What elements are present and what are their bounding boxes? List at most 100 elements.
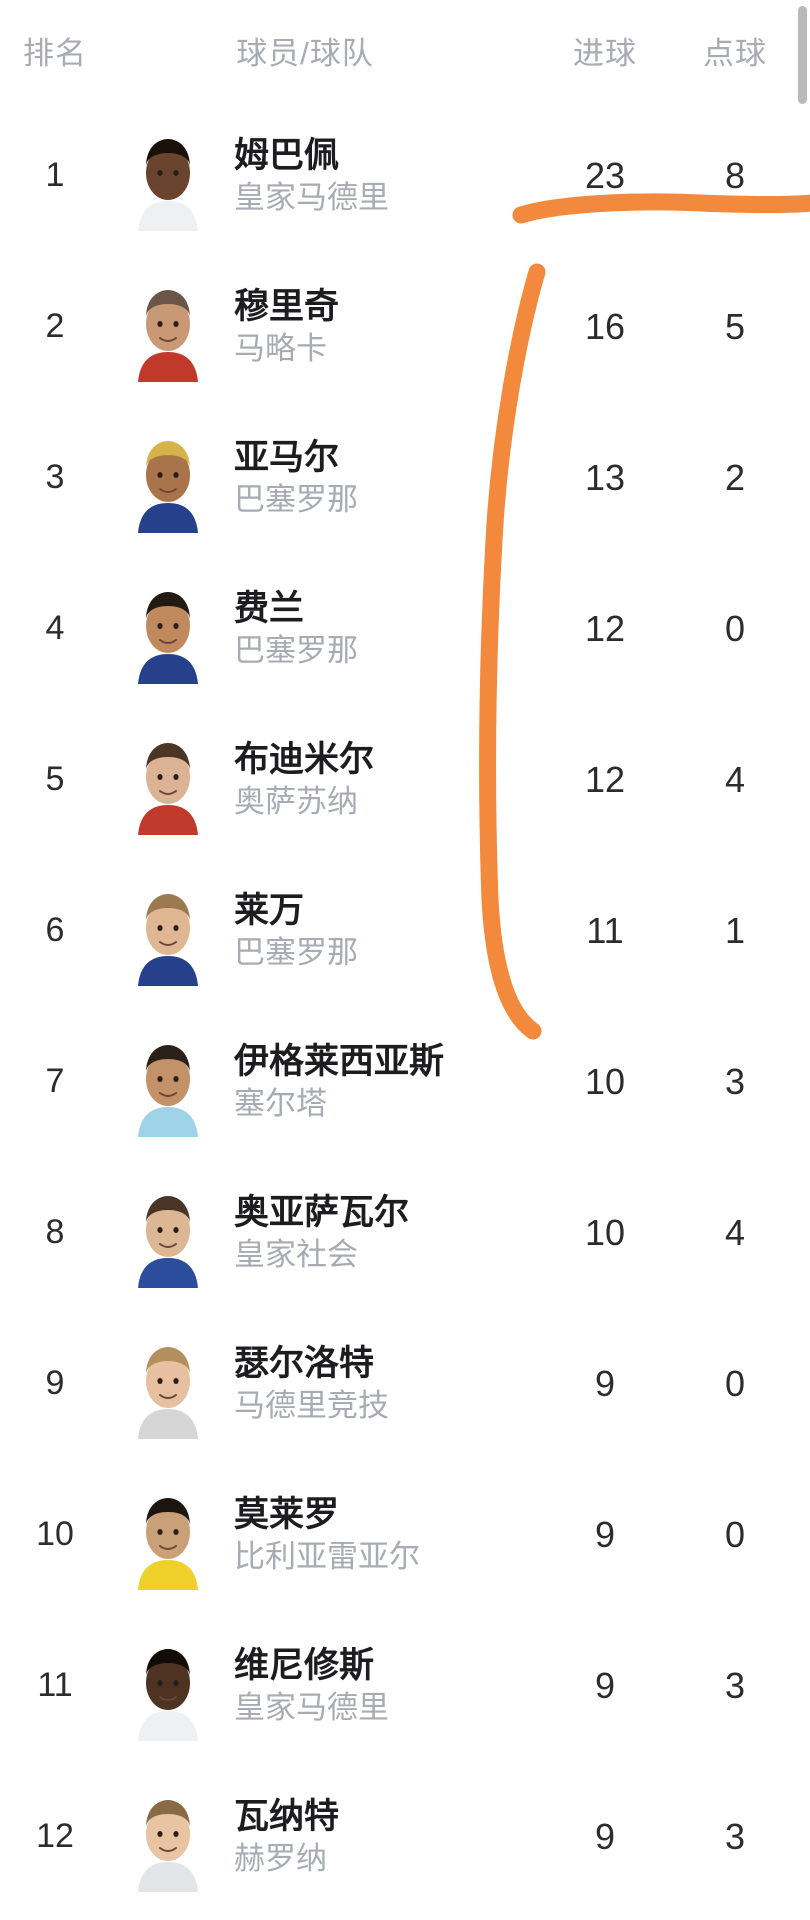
- cell-player[interactable]: 莫莱罗 比利亚雷亚尔: [110, 1479, 540, 1590]
- player-names: 莫莱罗 比利亚雷亚尔: [234, 1495, 420, 1575]
- cell-penalties: 0: [724, 607, 746, 649]
- player-name: 姆巴佩: [234, 135, 340, 175]
- table-row[interactable]: 10 莫莱罗 比利亚雷亚尔 9 0: [0, 1459, 810, 1610]
- cell-player[interactable]: 姆巴佩 皇家马德里: [110, 120, 540, 231]
- cell-goals: 9: [594, 1513, 616, 1555]
- cell-penalties: 1: [724, 909, 746, 951]
- cell-goals: 10: [584, 1211, 626, 1253]
- table-row[interactable]: 5 布迪米尔奥萨苏纳 12 4: [0, 704, 810, 855]
- cell-player[interactable]: 穆里奇 马略卡: [110, 271, 540, 382]
- table-row[interactable]: 3 亚马尔巴塞罗那 13 2: [0, 402, 810, 553]
- cell-goals: 16: [584, 305, 626, 347]
- cell-penalties: 8: [724, 154, 746, 196]
- cell-rank: 2: [45, 307, 65, 345]
- table-row[interactable]: 7 伊格莱西亚斯 塞尔塔 10 3: [0, 1006, 810, 1157]
- cell-rank: 7: [45, 1062, 65, 1100]
- team-name: 皇家社会: [234, 1236, 358, 1272]
- player-avatar: [120, 120, 216, 231]
- player-avatar: [120, 1781, 216, 1892]
- team-name: 赫罗纳: [234, 1840, 327, 1876]
- cell-penalties: 2: [724, 456, 746, 498]
- team-name: 巴塞罗那: [234, 481, 358, 517]
- cell-penalties: 3: [724, 1664, 746, 1706]
- player-name: 伊格莱西亚斯: [234, 1041, 445, 1081]
- player-name: 莱万: [234, 890, 305, 930]
- cell-penalties: 3: [724, 1060, 746, 1102]
- cell-goals: 9: [594, 1815, 616, 1857]
- table-body: 1 姆巴佩 皇家马德里 23 8 2 穆里奇 马略卡 16 5 3 亚马尔 巴塞罗那 13 2 4 费兰 巴塞罗那…: [0, 100, 810, 1912]
- table-row[interactable]: 9 瑟尔洛特 马德里竞技 9 0: [0, 1308, 810, 1459]
- player-avatar: [120, 1026, 216, 1137]
- cell-goals: 11: [586, 909, 624, 951]
- player-names: 莱万 巴塞罗那: [234, 891, 358, 971]
- cell-player[interactable]: 维尼修斯 皇家马德里: [110, 1630, 540, 1741]
- column-header-penalties[interactable]: 点球: [703, 35, 767, 71]
- cell-rank: 6: [45, 911, 65, 949]
- cell-penalties: 4: [724, 758, 746, 800]
- cell-player[interactable]: 莱万 巴塞罗那: [110, 875, 540, 986]
- cell-player[interactable]: 费兰 巴塞罗那: [110, 573, 540, 684]
- column-header-rank[interactable]: 排名: [23, 35, 87, 71]
- player-name: 瓦纳特: [234, 1796, 340, 1836]
- table-row[interactable]: 4 费兰 巴塞罗那 12 0: [0, 553, 810, 704]
- team-name: 皇家马德里: [234, 179, 389, 215]
- cell-rank: 3: [45, 458, 65, 496]
- table-row[interactable]: 8 奥亚萨瓦尔 皇家社会 10 4: [0, 1157, 810, 1308]
- column-header-player[interactable]: 球员/球队: [236, 35, 374, 71]
- cell-goals: 13: [584, 456, 626, 498]
- cell-player[interactable]: 亚马尔 巴塞罗那: [110, 422, 540, 533]
- cell-player[interactable]: 瑟尔洛特 马德里竞技: [110, 1328, 540, 1439]
- player-avatar: [120, 271, 216, 382]
- cell-player[interactable]: 瓦纳特 赫罗纳: [110, 1781, 540, 1892]
- player-avatar: [120, 1479, 216, 1590]
- cell-rank: 12: [36, 1817, 74, 1855]
- player-avatar: [120, 724, 216, 835]
- player-names: 奥亚萨瓦尔 皇家社会: [234, 1193, 409, 1273]
- player-avatar: [120, 573, 216, 684]
- player-names: 瓦纳特 赫罗纳: [234, 1797, 339, 1877]
- player-name: 穆里奇: [234, 286, 340, 326]
- player-avatar: [120, 1630, 216, 1741]
- cell-rank: 4: [45, 609, 65, 647]
- column-header-goals[interactable]: 进球: [573, 35, 637, 71]
- cell-goals: 10: [584, 1060, 626, 1102]
- cell-player[interactable]: 奥亚萨瓦尔 皇家社会: [110, 1177, 540, 1288]
- table-header-row: 排名 球员/球队 进球 点球: [0, 0, 810, 100]
- team-name: 比利亚雷亚尔: [234, 1538, 420, 1574]
- cell-rank: 5: [45, 760, 65, 798]
- cell-goals: 12: [584, 607, 626, 649]
- table-row[interactable]: 11 维尼修斯 皇家马德里 9 3: [0, 1610, 810, 1761]
- cell-goals: 9: [594, 1664, 616, 1706]
- team-name: 奥萨苏纳: [234, 783, 358, 819]
- player-name: 莫莱罗: [234, 1494, 340, 1534]
- player-names: 费兰 巴塞罗那: [234, 589, 358, 669]
- cell-penalties: 0: [724, 1513, 746, 1555]
- player-names: 布迪米尔 奥萨苏纳: [234, 740, 374, 820]
- cell-rank: 8: [45, 1213, 65, 1251]
- cell-rank: 9: [45, 1364, 65, 1402]
- table-row[interactable]: 2 穆里奇 马略卡 16 5: [0, 251, 810, 402]
- player-names: 穆里奇 马略卡: [234, 287, 339, 367]
- player-name: 瑟尔洛特: [234, 1343, 375, 1383]
- cell-goals: 12: [584, 758, 626, 800]
- scrollbar-track[interactable]: [798, 0, 810, 1920]
- player-avatar: [120, 422, 216, 533]
- table-row[interactable]: 12 瓦纳特赫罗纳 9 3: [0, 1761, 810, 1912]
- player-names: 维尼修斯 皇家马德里: [234, 1646, 389, 1726]
- cell-player[interactable]: 布迪米尔 奥萨苏纳: [110, 724, 540, 835]
- cell-goals: 9: [594, 1362, 616, 1404]
- scrollbar-thumb[interactable]: [798, 6, 807, 104]
- cell-player[interactable]: 伊格莱西亚斯 塞尔塔: [110, 1026, 540, 1137]
- table-row[interactable]: 1 姆巴佩 皇家马德里 23 8: [0, 100, 810, 251]
- cell-goals: 23: [584, 154, 626, 196]
- team-name: 马略卡: [234, 330, 327, 366]
- team-name: 马德里竞技: [234, 1387, 389, 1423]
- player-name: 亚马尔: [234, 437, 340, 477]
- player-name: 布迪米尔: [234, 739, 375, 779]
- cell-penalties: 3: [724, 1815, 746, 1857]
- player-names: 亚马尔 巴塞罗那: [234, 438, 358, 518]
- player-names: 瑟尔洛特 马德里竞技: [234, 1344, 389, 1424]
- table-row[interactable]: 6 莱万 巴塞罗那 11 1: [0, 855, 810, 1006]
- team-name: 皇家马德里: [234, 1689, 389, 1725]
